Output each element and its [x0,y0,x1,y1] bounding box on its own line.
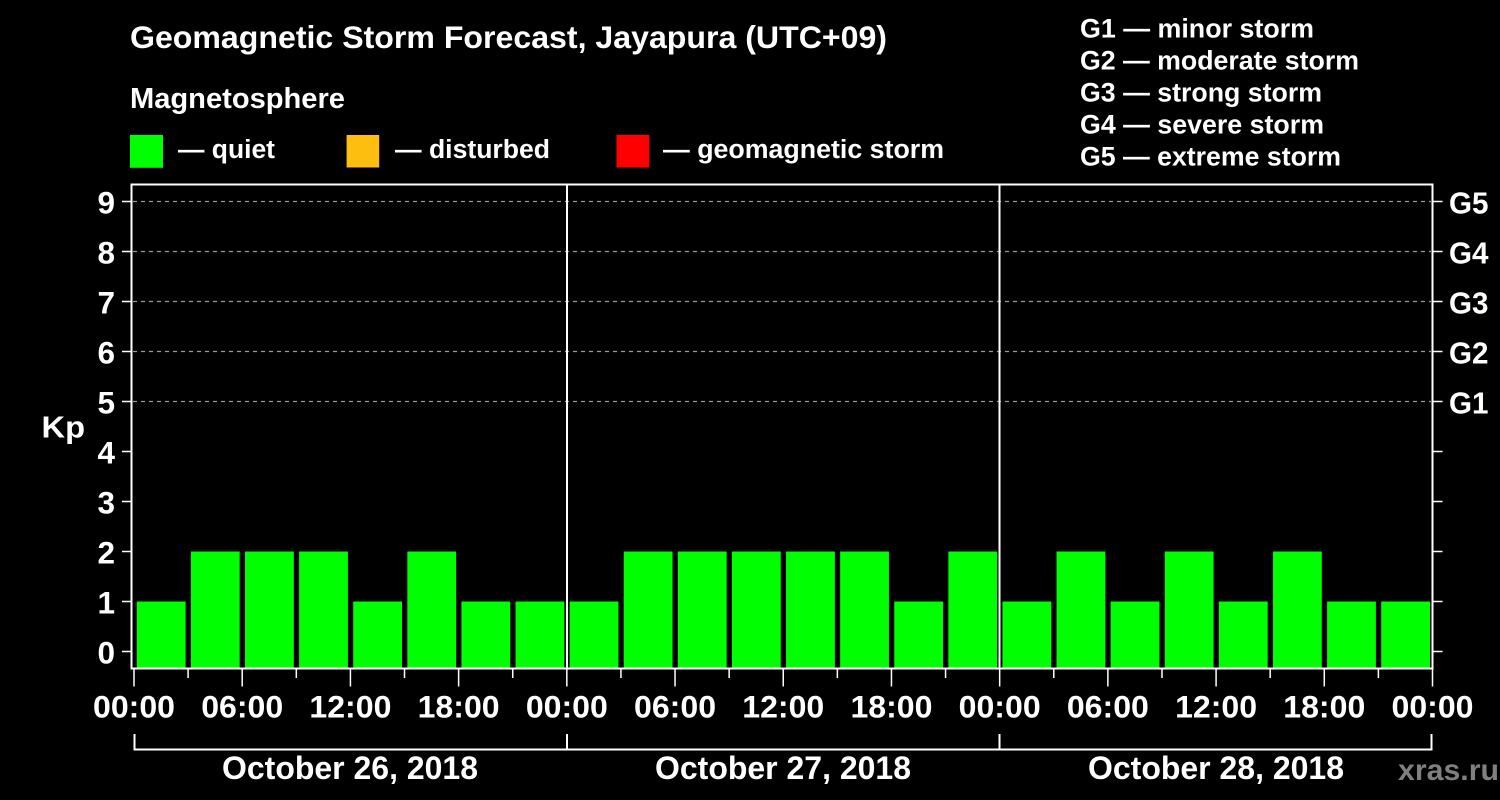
svg-text:0: 0 [97,634,115,670]
svg-text:4: 4 [97,434,115,470]
svg-text:— quiet: — quiet [178,134,275,164]
svg-text:00:00: 00:00 [1392,689,1474,725]
svg-text:12:00: 12:00 [742,689,824,725]
svg-text:18:00: 18:00 [418,689,500,725]
svg-text:18:00: 18:00 [850,689,932,725]
svg-text:7: 7 [97,284,115,320]
svg-text:8: 8 [97,234,115,270]
svg-text:12:00: 12:00 [309,689,391,725]
svg-text:9: 9 [97,184,115,220]
svg-text:00:00: 00:00 [93,689,175,725]
svg-text:Kp: Kp [42,410,86,445]
svg-text:G1: G1 [1449,386,1489,420]
svg-text:6: 6 [97,334,115,370]
svg-text:06:00: 06:00 [201,689,283,725]
svg-text:G2 — moderate storm: G2 — moderate storm [1080,46,1359,76]
svg-text:Magnetosphere: Magnetosphere [130,83,345,115]
svg-text:G3: G3 [1449,286,1489,320]
svg-text:G1 — minor storm: G1 — minor storm [1080,14,1314,44]
svg-text:G2: G2 [1449,336,1489,370]
svg-text:October 26, 2018: October 26, 2018 [222,750,478,786]
svg-text:06:00: 06:00 [1067,689,1149,725]
svg-text:00:00: 00:00 [959,689,1041,725]
svg-text:00:00: 00:00 [526,689,608,725]
svg-text:2: 2 [97,534,115,570]
svg-text:12:00: 12:00 [1175,689,1257,725]
svg-text:G4: G4 [1449,236,1489,270]
svg-text:— disturbed: — disturbed [395,134,550,164]
svg-text:Geomagnetic Storm Forecast, Ja: Geomagnetic Storm Forecast, Jayapura (UT… [130,19,887,55]
svg-text:1: 1 [97,584,115,620]
svg-text:5: 5 [97,384,115,420]
svg-text:G5 — extreme storm: G5 — extreme storm [1080,141,1341,171]
svg-text:— geomagnetic storm: — geomagnetic storm [663,134,944,164]
svg-text:xras.ru: xras.ru [1398,754,1499,787]
svg-text:G4 — severe storm: G4 — severe storm [1080,109,1324,139]
svg-text:October 28, 2018: October 28, 2018 [1088,750,1344,786]
svg-text:G5: G5 [1449,186,1489,220]
svg-text:G3 — strong storm: G3 — strong storm [1080,78,1322,108]
svg-text:18:00: 18:00 [1283,689,1365,725]
svg-text:October 27, 2018: October 27, 2018 [655,750,911,786]
svg-text:3: 3 [97,484,115,520]
svg-text:06:00: 06:00 [634,689,716,725]
